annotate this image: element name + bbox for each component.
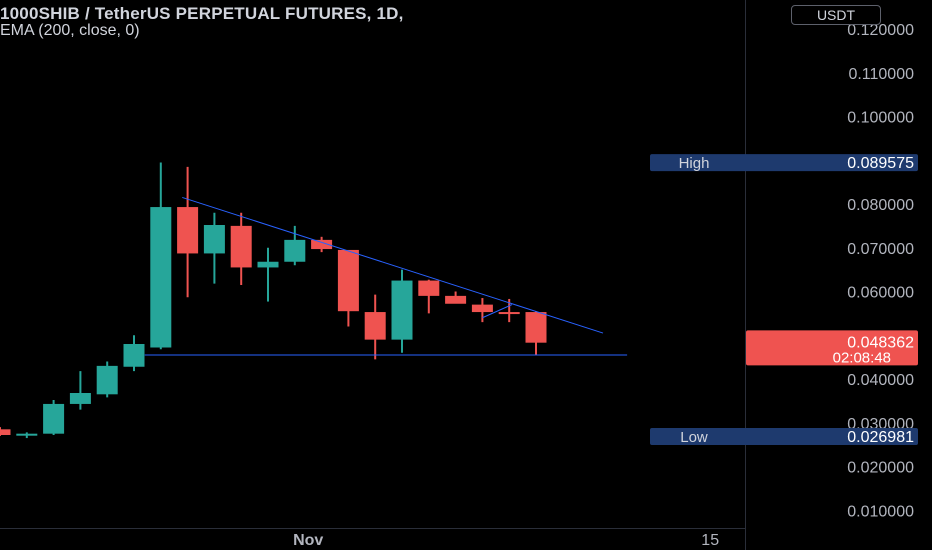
high-badge: High 0.089575: [650, 154, 918, 172]
candle: [230, 212, 252, 285]
candle-body: [0, 429, 11, 435]
candle-body: [418, 280, 440, 296]
candle: [257, 247, 279, 302]
indicator-legend[interactable]: EMA (200, close, 0): [0, 22, 140, 39]
candle: [16, 432, 38, 439]
candle-body: [96, 365, 118, 395]
currency-selector[interactable]: USDT: [791, 5, 881, 25]
candle-body: [177, 207, 199, 254]
candle: [418, 279, 440, 314]
symbol-title[interactable]: 1000SHIB / TetherUS PERPETUAL FUTURES, 1…: [0, 4, 404, 23]
price-tick-label: 0.100000: [847, 110, 914, 127]
low-badge-value: 0.026981: [847, 429, 914, 446]
candle: [150, 162, 172, 350]
high-badge-label: High: [679, 155, 710, 172]
candle-body: [69, 393, 91, 404]
candle-body: [284, 239, 306, 262]
price-tick-label: 0.010000: [847, 503, 914, 520]
candles-layer: [0, 162, 547, 439]
candle: [364, 294, 386, 360]
time-tick-label: Nov: [293, 532, 323, 549]
candle: [391, 269, 413, 353]
price-tick-label: 0.080000: [847, 197, 914, 214]
price-tick-label: 0.040000: [847, 372, 914, 389]
candle-body: [257, 261, 279, 268]
candle: [471, 298, 493, 323]
candle: [203, 212, 225, 284]
candle-body: [311, 239, 333, 250]
trendlines-layer[interactable]: [144, 196, 628, 356]
candle-body: [16, 433, 38, 436]
candle: [177, 166, 199, 298]
candle: [445, 291, 467, 304]
time-axis[interactable]: Nov 15: [293, 532, 719, 549]
candle: [0, 427, 11, 436]
trendline[interactable]: [482, 304, 513, 319]
price-tick-label: 0.020000: [847, 460, 914, 477]
candle-body: [123, 344, 145, 367]
candle: [43, 400, 65, 435]
candle-body: [230, 225, 252, 268]
price-tick-label: 0.120000: [847, 22, 914, 39]
candle-body: [498, 312, 520, 315]
high-badge-value: 0.089575: [847, 155, 914, 172]
candle: [311, 236, 333, 253]
low-badge: Low 0.026981: [650, 427, 918, 446]
candle: [525, 311, 547, 355]
trendline[interactable]: [182, 196, 604, 334]
price-tick-label: 0.070000: [847, 241, 914, 258]
candle-body: [445, 295, 467, 304]
price-tick-label: 0.060000: [847, 285, 914, 302]
candle: [69, 371, 91, 410]
candle-body: [391, 280, 413, 340]
candle-body: [364, 312, 386, 340]
candle-body: [150, 207, 172, 348]
low-badge-label: Low: [680, 429, 708, 446]
candle: [284, 225, 306, 266]
candle-body: [337, 249, 359, 312]
price-axis[interactable]: 0.120000 0.110000 0.100000 0.080000 0.070000…: [847, 22, 914, 520]
candle: [123, 335, 145, 372]
candle-body: [43, 403, 65, 434]
candle-body: [203, 225, 225, 254]
last-price-value: 0.048362: [847, 334, 914, 351]
candle: [96, 361, 118, 398]
time-tick-label: 15: [701, 532, 719, 549]
candle-body: [471, 304, 493, 313]
bar-countdown: 02:08:48: [833, 349, 891, 366]
candle-body: [525, 312, 547, 343]
candle: [337, 249, 359, 327]
price-tick-label: 0.110000: [848, 66, 914, 83]
